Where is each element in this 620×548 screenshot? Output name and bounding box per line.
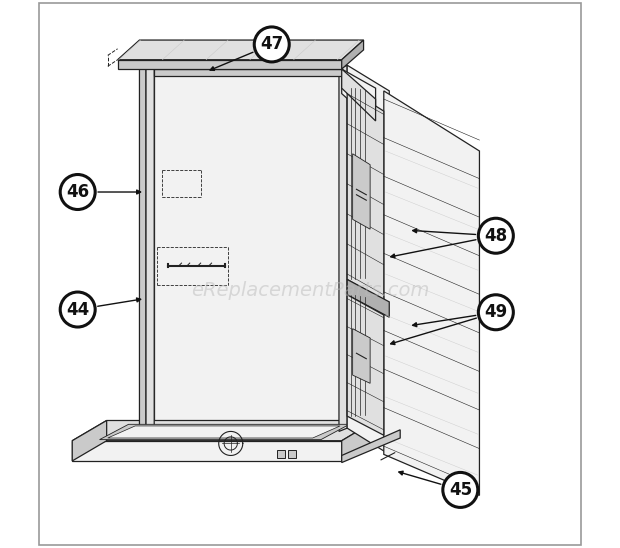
Text: eReplacementParts.com: eReplacementParts.com bbox=[191, 281, 429, 300]
Polygon shape bbox=[108, 426, 340, 438]
Polygon shape bbox=[342, 69, 376, 124]
Polygon shape bbox=[154, 69, 342, 76]
Text: 44: 44 bbox=[66, 300, 89, 318]
Polygon shape bbox=[118, 40, 363, 60]
Circle shape bbox=[254, 27, 289, 62]
Polygon shape bbox=[342, 430, 400, 463]
Text: 45: 45 bbox=[449, 481, 472, 499]
Polygon shape bbox=[384, 91, 479, 495]
Polygon shape bbox=[342, 69, 376, 121]
Polygon shape bbox=[100, 424, 349, 439]
Circle shape bbox=[60, 174, 95, 209]
Polygon shape bbox=[342, 420, 376, 461]
Polygon shape bbox=[277, 450, 285, 458]
Polygon shape bbox=[140, 65, 146, 435]
Polygon shape bbox=[118, 60, 342, 69]
Polygon shape bbox=[72, 441, 342, 461]
Polygon shape bbox=[342, 40, 363, 69]
Circle shape bbox=[479, 218, 513, 253]
Circle shape bbox=[60, 292, 95, 327]
Circle shape bbox=[443, 472, 478, 507]
Polygon shape bbox=[353, 154, 370, 229]
Polygon shape bbox=[72, 420, 376, 441]
Polygon shape bbox=[72, 420, 107, 461]
Polygon shape bbox=[347, 295, 384, 435]
Text: 46: 46 bbox=[66, 183, 89, 201]
Text: 49: 49 bbox=[484, 303, 508, 321]
Text: 48: 48 bbox=[484, 227, 507, 245]
Polygon shape bbox=[347, 279, 389, 317]
Polygon shape bbox=[146, 63, 154, 433]
Polygon shape bbox=[353, 329, 370, 383]
Polygon shape bbox=[347, 88, 384, 300]
Text: 47: 47 bbox=[260, 36, 283, 53]
Polygon shape bbox=[288, 450, 296, 458]
Polygon shape bbox=[347, 65, 389, 454]
Polygon shape bbox=[154, 69, 342, 431]
Circle shape bbox=[479, 295, 513, 330]
Polygon shape bbox=[339, 65, 347, 431]
